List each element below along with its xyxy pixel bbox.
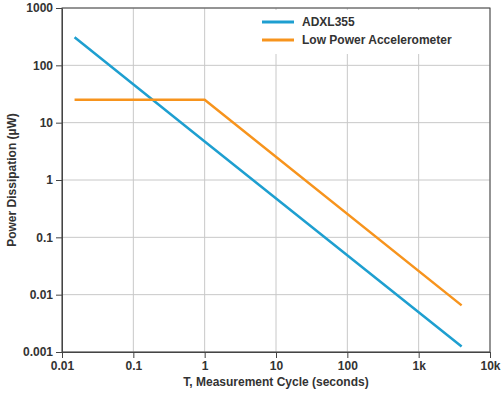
tick: 0.01 — [30, 288, 62, 302]
tick-mark — [56, 123, 62, 124]
tick-label: 0.001 — [23, 345, 53, 359]
tick-mark — [56, 180, 62, 181]
tick-label: 10 — [270, 359, 284, 373]
grid-line-y — [62, 237, 490, 238]
series-line — [75, 37, 462, 346]
y-axis-title: Power Dissipation (µW) — [5, 113, 19, 247]
tick: 100 — [33, 59, 62, 73]
tick-label: 0.01 — [30, 288, 54, 302]
tick-label: 0.1 — [125, 359, 142, 373]
tick: 1k — [412, 352, 426, 373]
tick: 100 — [338, 352, 358, 373]
tick: 0.01 — [51, 352, 75, 373]
tick: 10 — [270, 352, 284, 373]
x-axis: 0.01 0.1 1 10 100 1k 10k — [51, 352, 501, 373]
series-line — [75, 100, 462, 306]
tick: 1000 — [26, 1, 62, 15]
tick-mark — [276, 352, 277, 358]
legend-label: ADXL355 — [302, 15, 355, 29]
tick-mark — [56, 352, 62, 353]
series-lines — [75, 37, 462, 346]
tick: 0.1 — [36, 231, 62, 245]
tick: 10k — [480, 352, 500, 373]
x-axis-title: T, Measurement Cycle (seconds) — [183, 375, 368, 389]
tick: 1 — [202, 352, 209, 373]
tick-label: 10k — [480, 359, 500, 373]
tick-label: 1000 — [26, 1, 53, 15]
tick: 10 — [40, 116, 62, 130]
legend: ADXL355 Low Power Accelerometer — [256, 10, 488, 54]
tick-label: 1 — [46, 173, 53, 187]
grid-line-y — [62, 65, 490, 66]
tick-label: 0.1 — [36, 231, 53, 245]
tick-mark — [490, 352, 491, 358]
tick-label: 1k — [412, 359, 426, 373]
tick-mark — [205, 352, 206, 358]
grid-line-y — [62, 180, 490, 181]
tick: 0.001 — [23, 345, 62, 359]
grid — [62, 8, 490, 352]
tick-mark — [56, 65, 62, 66]
tick-mark — [347, 352, 348, 358]
tick: 1 — [46, 173, 62, 187]
plot-frame — [62, 8, 490, 352]
legend-box — [256, 10, 488, 54]
grid-line-y — [62, 294, 490, 295]
plot: 0.010.11101001k10k0.0010.010.11101001000… — [23, 1, 501, 372]
tick-label: 100 — [338, 359, 358, 373]
tick-mark — [56, 295, 62, 296]
tick-mark — [133, 352, 134, 358]
legend-swatch — [262, 39, 294, 42]
grid-line-y — [62, 122, 490, 123]
tick-label: 100 — [33, 59, 53, 73]
y-axis: 0.001 0.01 0.1 1 10 100 1000 — [23, 1, 63, 359]
tick: 0.1 — [125, 352, 142, 373]
tick-mark — [419, 352, 420, 358]
legend-swatch — [262, 21, 294, 24]
tick-label: 0.01 — [51, 359, 75, 373]
tick-label: 10 — [40, 116, 54, 130]
chart: 0.010.11101001k10k0.0010.010.11101001000… — [0, 0, 502, 394]
tick-mark — [56, 237, 62, 238]
tick-mark — [56, 8, 62, 9]
tick-mark — [62, 352, 63, 358]
legend-label: Low Power Accelerometer — [302, 33, 452, 47]
tick-label: 1 — [202, 359, 209, 373]
